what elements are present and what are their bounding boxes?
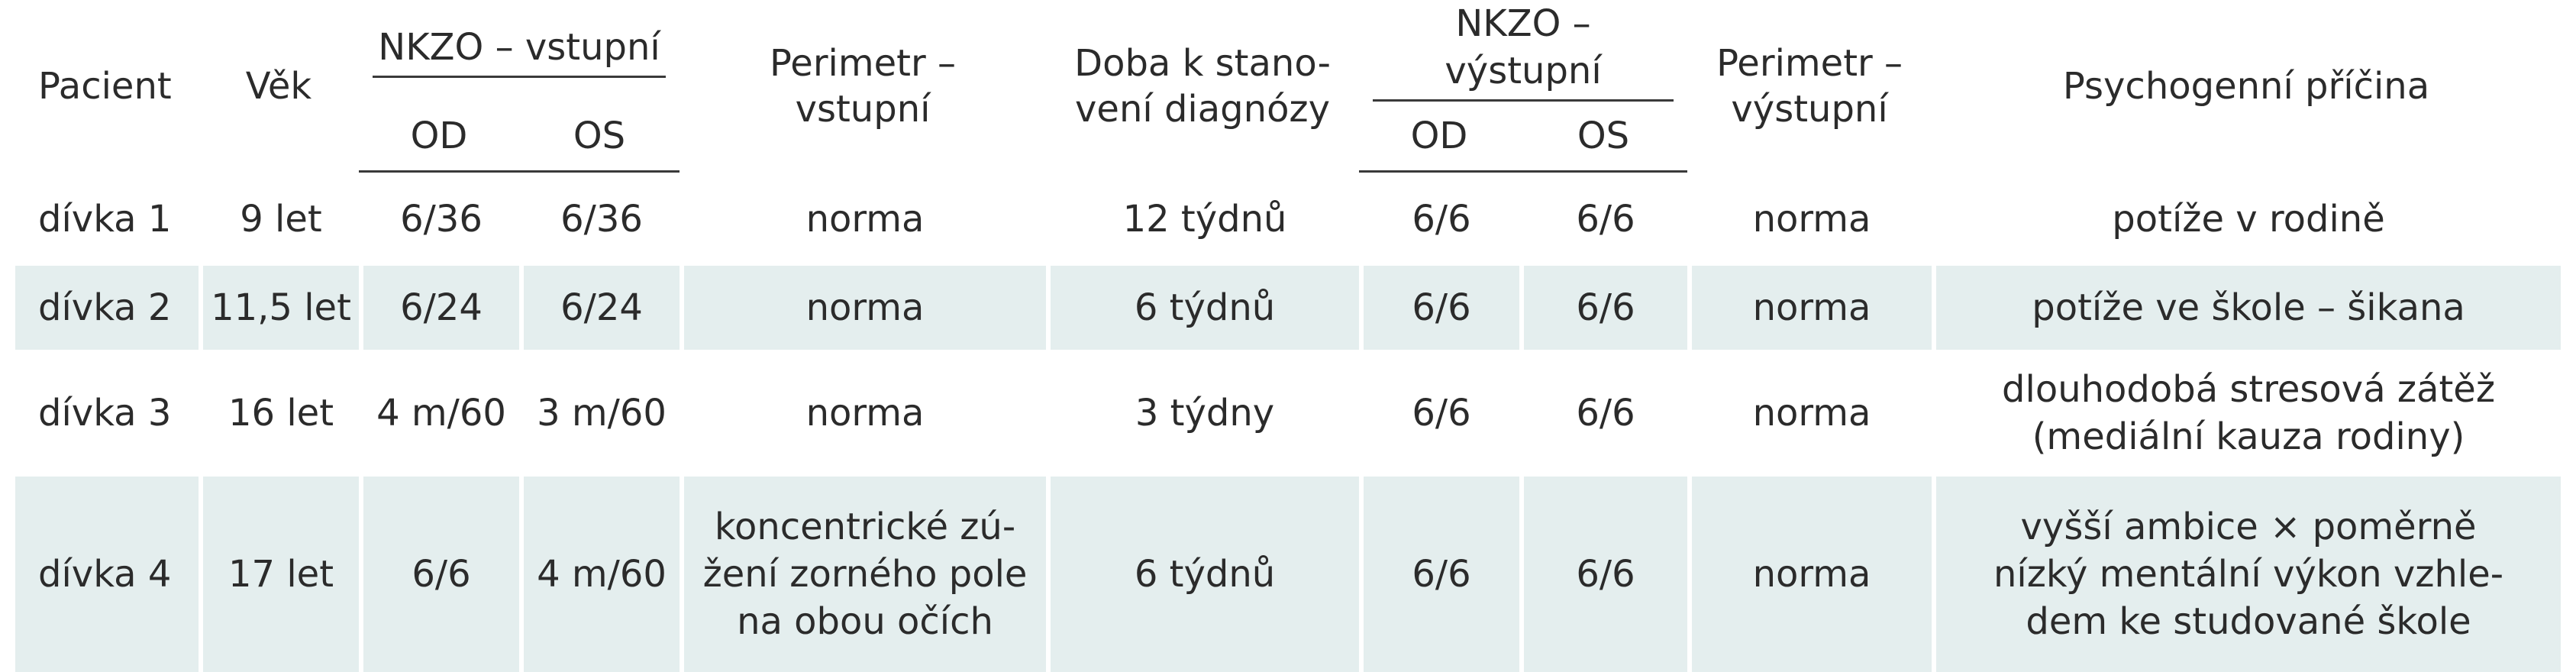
cell-doba: 6 týdnů	[1046, 266, 1360, 350]
cell-nkzo-out-od: 6/6	[1359, 266, 1520, 350]
cell-nkzo-out-od: 6/6	[1359, 350, 1519, 477]
header-perimetr-vystupni: Perimetr – výstupní	[1716, 42, 1903, 131]
cell-pricina: vyšší ambice × poměrně nízký mentální výk…	[1932, 477, 2561, 672]
header-vek: Věk	[245, 65, 312, 108]
header-pacient: Pacient	[38, 65, 172, 108]
cell-pacient: dívka 4	[15, 477, 199, 672]
header-nkzo-in-os: OS	[519, 102, 680, 173]
cell-pacient: dívka 3	[38, 392, 172, 435]
cell-doba: 12 týdnů	[1046, 173, 1359, 266]
table-row: dívka 2 11,5 let 6/24 6/24 norma 6 týdnů…	[15, 266, 2561, 350]
cell-perimetr-in: koncentrické zú-žení zorného pole na obou…	[680, 477, 1047, 672]
cell-nkzo-in-os: 3 m/60	[519, 350, 680, 477]
cell-nkzo-out-os: 6/6	[1519, 266, 1688, 350]
cell-perimetr-in: norma	[680, 350, 1046, 477]
cell-pricina: potíže ve škole – šikana	[1932, 266, 2561, 350]
header-nkzo-in-od: OD	[359, 102, 519, 173]
table-body: dívka 1 9 let 6/36 6/36 norma 12 týdnů 6…	[15, 173, 2561, 672]
cell-pacient: dívka 1	[38, 198, 172, 241]
cell-nkzo-in-os: 6/24	[519, 266, 680, 350]
header-doba: Doba k stano-vení diagnózy	[1074, 42, 1331, 131]
cell-nkzo-out-os: 6/6	[1519, 173, 1687, 266]
cell-nkzo-in-os: 6/36	[519, 173, 680, 266]
cell-perimetr-out: norma	[1687, 173, 1932, 266]
patient-table-container: Pacient Věk NKZO – vstupní Perimetr – vst…	[15, 0, 2561, 672]
cell-pricina: dlouhodobá stresová zátěž (mediální kauza…	[1932, 350, 2561, 477]
cell-perimetr-in: norma	[680, 173, 1046, 266]
header-nkzo-vystupni: NKZO – výstupní	[1359, 0, 1687, 102]
table-row: dívka 1 9 let 6/36 6/36 norma 12 týdnů 6…	[15, 173, 2561, 266]
cell-nkzo-in-os: 4 m/60	[519, 477, 680, 672]
cell-nkzo-in-od: 4 m/60	[359, 350, 519, 477]
header-nkzo-out-os: OS	[1519, 102, 1688, 173]
header-nkzo-out-od: OD	[1359, 102, 1520, 173]
cell-vek: 11,5 let	[199, 266, 359, 350]
header-pricina: Psychogenní příčina	[2062, 65, 2430, 108]
table-row: dívka 3 16 let 4 m/60 3 m/60 norma 3 týd…	[15, 350, 2561, 477]
cell-vek: 9 let	[199, 173, 359, 266]
header-perimetr-vstupni: Perimetr – vstupní	[770, 42, 956, 131]
cell-nkzo-in-od: 6/6	[359, 477, 519, 672]
cell-doba: 3 týdny	[1046, 350, 1359, 477]
cell-vek: 16 let	[199, 350, 359, 477]
cell-nkzo-out-os: 6/6	[1519, 350, 1687, 477]
cell-pacient: dívka 2	[15, 266, 199, 350]
cell-pricina: potíže v rodině	[1932, 173, 2561, 266]
cell-perimetr-in: norma	[680, 266, 1047, 350]
cell-nkzo-out-od: 6/6	[1359, 173, 1519, 266]
table-row: dívka 4 17 let 6/6 4 m/60 koncentrické z…	[15, 477, 2561, 672]
cell-perimetr-out: norma	[1687, 350, 1932, 477]
patient-table: Pacient Věk NKZO – vstupní Perimetr – vst…	[15, 0, 2561, 672]
header-nkzo-vstupni: NKZO – vstupní	[359, 0, 680, 102]
cell-nkzo-out-os: 6/6	[1519, 477, 1688, 672]
cell-perimetr-out: norma	[1687, 266, 1932, 350]
cell-nkzo-in-od: 6/36	[359, 173, 519, 266]
table-header: Pacient Věk NKZO – vstupní Perimetr – vst…	[15, 0, 2561, 173]
cell-doba: 6 týdnů	[1046, 477, 1360, 672]
cell-nkzo-out-od: 6/6	[1359, 477, 1520, 672]
cell-vek: 17 let	[199, 477, 359, 672]
cell-nkzo-in-od: 6/24	[359, 266, 519, 350]
cell-perimetr-out: norma	[1687, 477, 1932, 672]
